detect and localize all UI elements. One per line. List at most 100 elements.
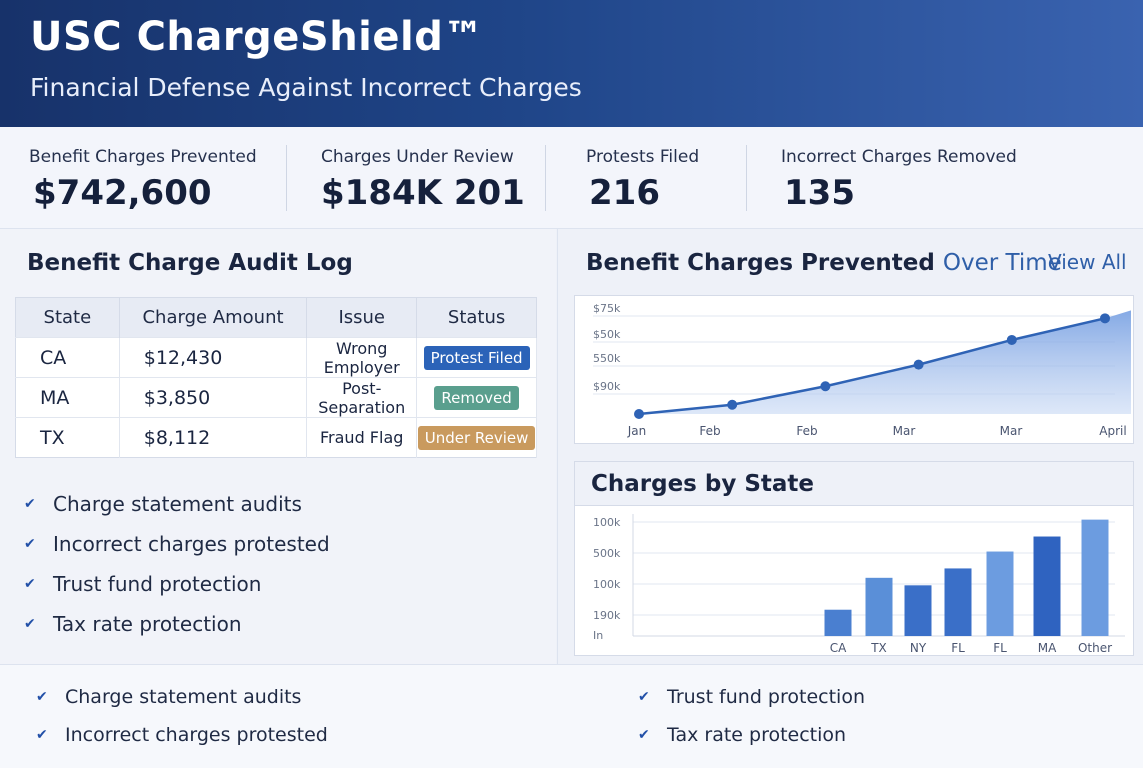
line-point[interactable]	[634, 409, 644, 419]
list-item-label: Incorrect charges protested	[65, 724, 328, 746]
x-tick-label: April	[1099, 424, 1126, 438]
x-tick-label: NY	[910, 641, 927, 655]
checkmark-icon: ✔	[36, 727, 48, 743]
list-item: ✔ Trust fund protection	[24, 564, 330, 604]
x-tick-label: Feb	[699, 424, 720, 438]
line-chart-card: $75k $50k 550k $90k Jan Feb Feb Mar Mar April	[574, 295, 1134, 444]
app-header: USC ChargeShield™ Financial Defense Agai…	[0, 0, 1143, 127]
cell-status: Removed	[416, 377, 537, 418]
list-item: ✔ Tax rate protection	[24, 604, 330, 644]
cell-amount: $8,112	[119, 417, 308, 458]
status-badge[interactable]: Under Review	[417, 425, 536, 450]
footer-list-left: ✔ Charge statement audits ✔ Incorrect char…	[36, 678, 328, 754]
bar[interactable]	[1033, 536, 1061, 636]
cell-state: MA	[15, 377, 120, 418]
list-item: ✔ Tax rate protection	[638, 716, 865, 754]
list-item: ✔ Charge statement audits	[36, 678, 328, 716]
checkmark-icon: ✔	[638, 689, 650, 705]
x-tick-label: FL	[951, 641, 965, 655]
x-tick-label: Jan	[627, 424, 647, 438]
y-tick-label: $90k	[593, 380, 621, 393]
audit-log-title: Benefit Charge Audit Log	[27, 250, 353, 276]
line-point[interactable]	[1100, 313, 1110, 324]
x-tick-label: TX	[870, 641, 887, 655]
line-area-fill	[629, 310, 1131, 414]
kpi-value: 216	[589, 173, 660, 213]
line-point[interactable]	[1006, 334, 1017, 345]
footer-feature-strip: ✔ Charge statement audits ✔ Incorrect char…	[0, 664, 1143, 768]
x-tick-label: Feb	[796, 424, 817, 438]
cell-state: TX	[15, 417, 120, 458]
bar[interactable]	[904, 585, 932, 636]
kpi-divider	[545, 145, 546, 211]
charts-panel: Benefit Charges Prevented Over Time View…	[557, 229, 1143, 664]
bar-chart-title: Charges by State	[591, 471, 815, 497]
x-tick-label: Mar	[893, 424, 916, 438]
kpi-label: Charges Under Review	[321, 147, 514, 167]
y-tick-label: In	[593, 629, 603, 642]
x-tick-label: FL	[993, 641, 1007, 655]
kpi-label: Incorrect Charges Removed	[781, 147, 1017, 167]
table-header-row: State Charge Amount Issue Status	[15, 297, 537, 338]
line-chart-title-main: Benefit Charges Prevented	[586, 250, 935, 276]
x-tick-label: Mar	[1000, 424, 1023, 438]
line-point[interactable]	[913, 359, 924, 370]
y-tick-label: 100k	[593, 516, 621, 529]
kpi-value: $184K 201	[321, 173, 525, 213]
kpi-divider	[286, 145, 287, 211]
kpi-label: Benefit Charges Prevented	[29, 147, 257, 167]
line-chart-title: Benefit Charges Prevented Over Time	[586, 250, 1062, 276]
view-all-link[interactable]: View All	[1048, 250, 1127, 274]
x-tick-label: Other	[1078, 641, 1112, 655]
bar[interactable]	[986, 551, 1014, 636]
line-point[interactable]	[820, 381, 831, 392]
y-tick-label: 100k	[593, 578, 621, 591]
status-badge[interactable]: Protest Filed	[423, 345, 530, 370]
list-item: ✔ Incorrect charges protested	[24, 524, 330, 564]
list-item-label: Charge statement audits	[53, 492, 302, 516]
bar-chart: 100k 500k 100k 190k In CA TX NY FL FL MA Other	[593, 514, 1125, 655]
column-header-issue[interactable]: Issue	[306, 297, 418, 338]
checkmark-icon: ✔	[638, 727, 650, 743]
cell-amount: $3,850	[119, 377, 308, 418]
kpi-value: $742,600	[33, 173, 212, 213]
cell-issue: Wrong Employer	[306, 337, 418, 378]
list-item-label: Incorrect charges protested	[53, 532, 330, 556]
list-item-label: Tax rate protection	[53, 612, 242, 636]
line-chart: $75k $50k 550k $90k Jan Feb Feb Mar Mar April	[593, 302, 1131, 438]
bar[interactable]	[944, 568, 972, 636]
checkmark-icon: ✔	[24, 616, 36, 632]
cell-status: Under Review	[416, 417, 537, 458]
y-tick-label: 500k	[593, 547, 621, 560]
bar-chart-header: Charges by State	[575, 462, 1133, 506]
line-point[interactable]	[727, 399, 738, 410]
table-row[interactable]: MA $3,850 Post-Separation Removed	[15, 377, 537, 418]
line-chart-title-accent: Over Time	[942, 250, 1062, 276]
cell-amount: $12,430	[119, 337, 308, 378]
list-item: ✔ Incorrect charges protested	[36, 716, 328, 754]
bar[interactable]	[824, 609, 852, 636]
feature-checklist: ✔ Charge statement audits ✔ Incorrect char…	[24, 484, 330, 644]
bar[interactable]	[865, 577, 893, 636]
kpi-strip: Benefit Charges Prevented $742,600 Charg…	[0, 127, 1143, 229]
y-tick-label: 550k	[593, 352, 621, 365]
column-header-status[interactable]: Status	[416, 297, 537, 338]
list-item: ✔ Charge statement audits	[24, 484, 330, 524]
checkmark-icon: ✔	[24, 576, 36, 592]
column-header-state[interactable]: State	[15, 297, 120, 338]
bar-chart-card: Charges by State 100k 500k 100k 190k In CA TX N…	[574, 461, 1134, 656]
bar[interactable]	[1081, 519, 1109, 636]
checkmark-icon: ✔	[24, 496, 36, 512]
cell-state: CA	[15, 337, 120, 378]
list-item-label: Trust fund protection	[53, 572, 262, 596]
table-row[interactable]: TX $8,112 Fraud Flag Under Review	[15, 417, 537, 458]
y-tick-label: $75k	[593, 302, 621, 315]
column-header-amount[interactable]: Charge Amount	[119, 297, 308, 338]
table-row[interactable]: CA $12,430 Wrong Employer Protest Filed	[15, 337, 537, 378]
status-badge[interactable]: Removed	[434, 385, 519, 410]
y-tick-label: 190k	[593, 609, 621, 622]
kpi-value: 135	[784, 173, 855, 213]
line-series	[638, 317, 1106, 416]
audit-log-panel: Benefit Charge Audit Log State Charge Am…	[0, 229, 556, 664]
y-tick-label: $50k	[593, 328, 621, 341]
